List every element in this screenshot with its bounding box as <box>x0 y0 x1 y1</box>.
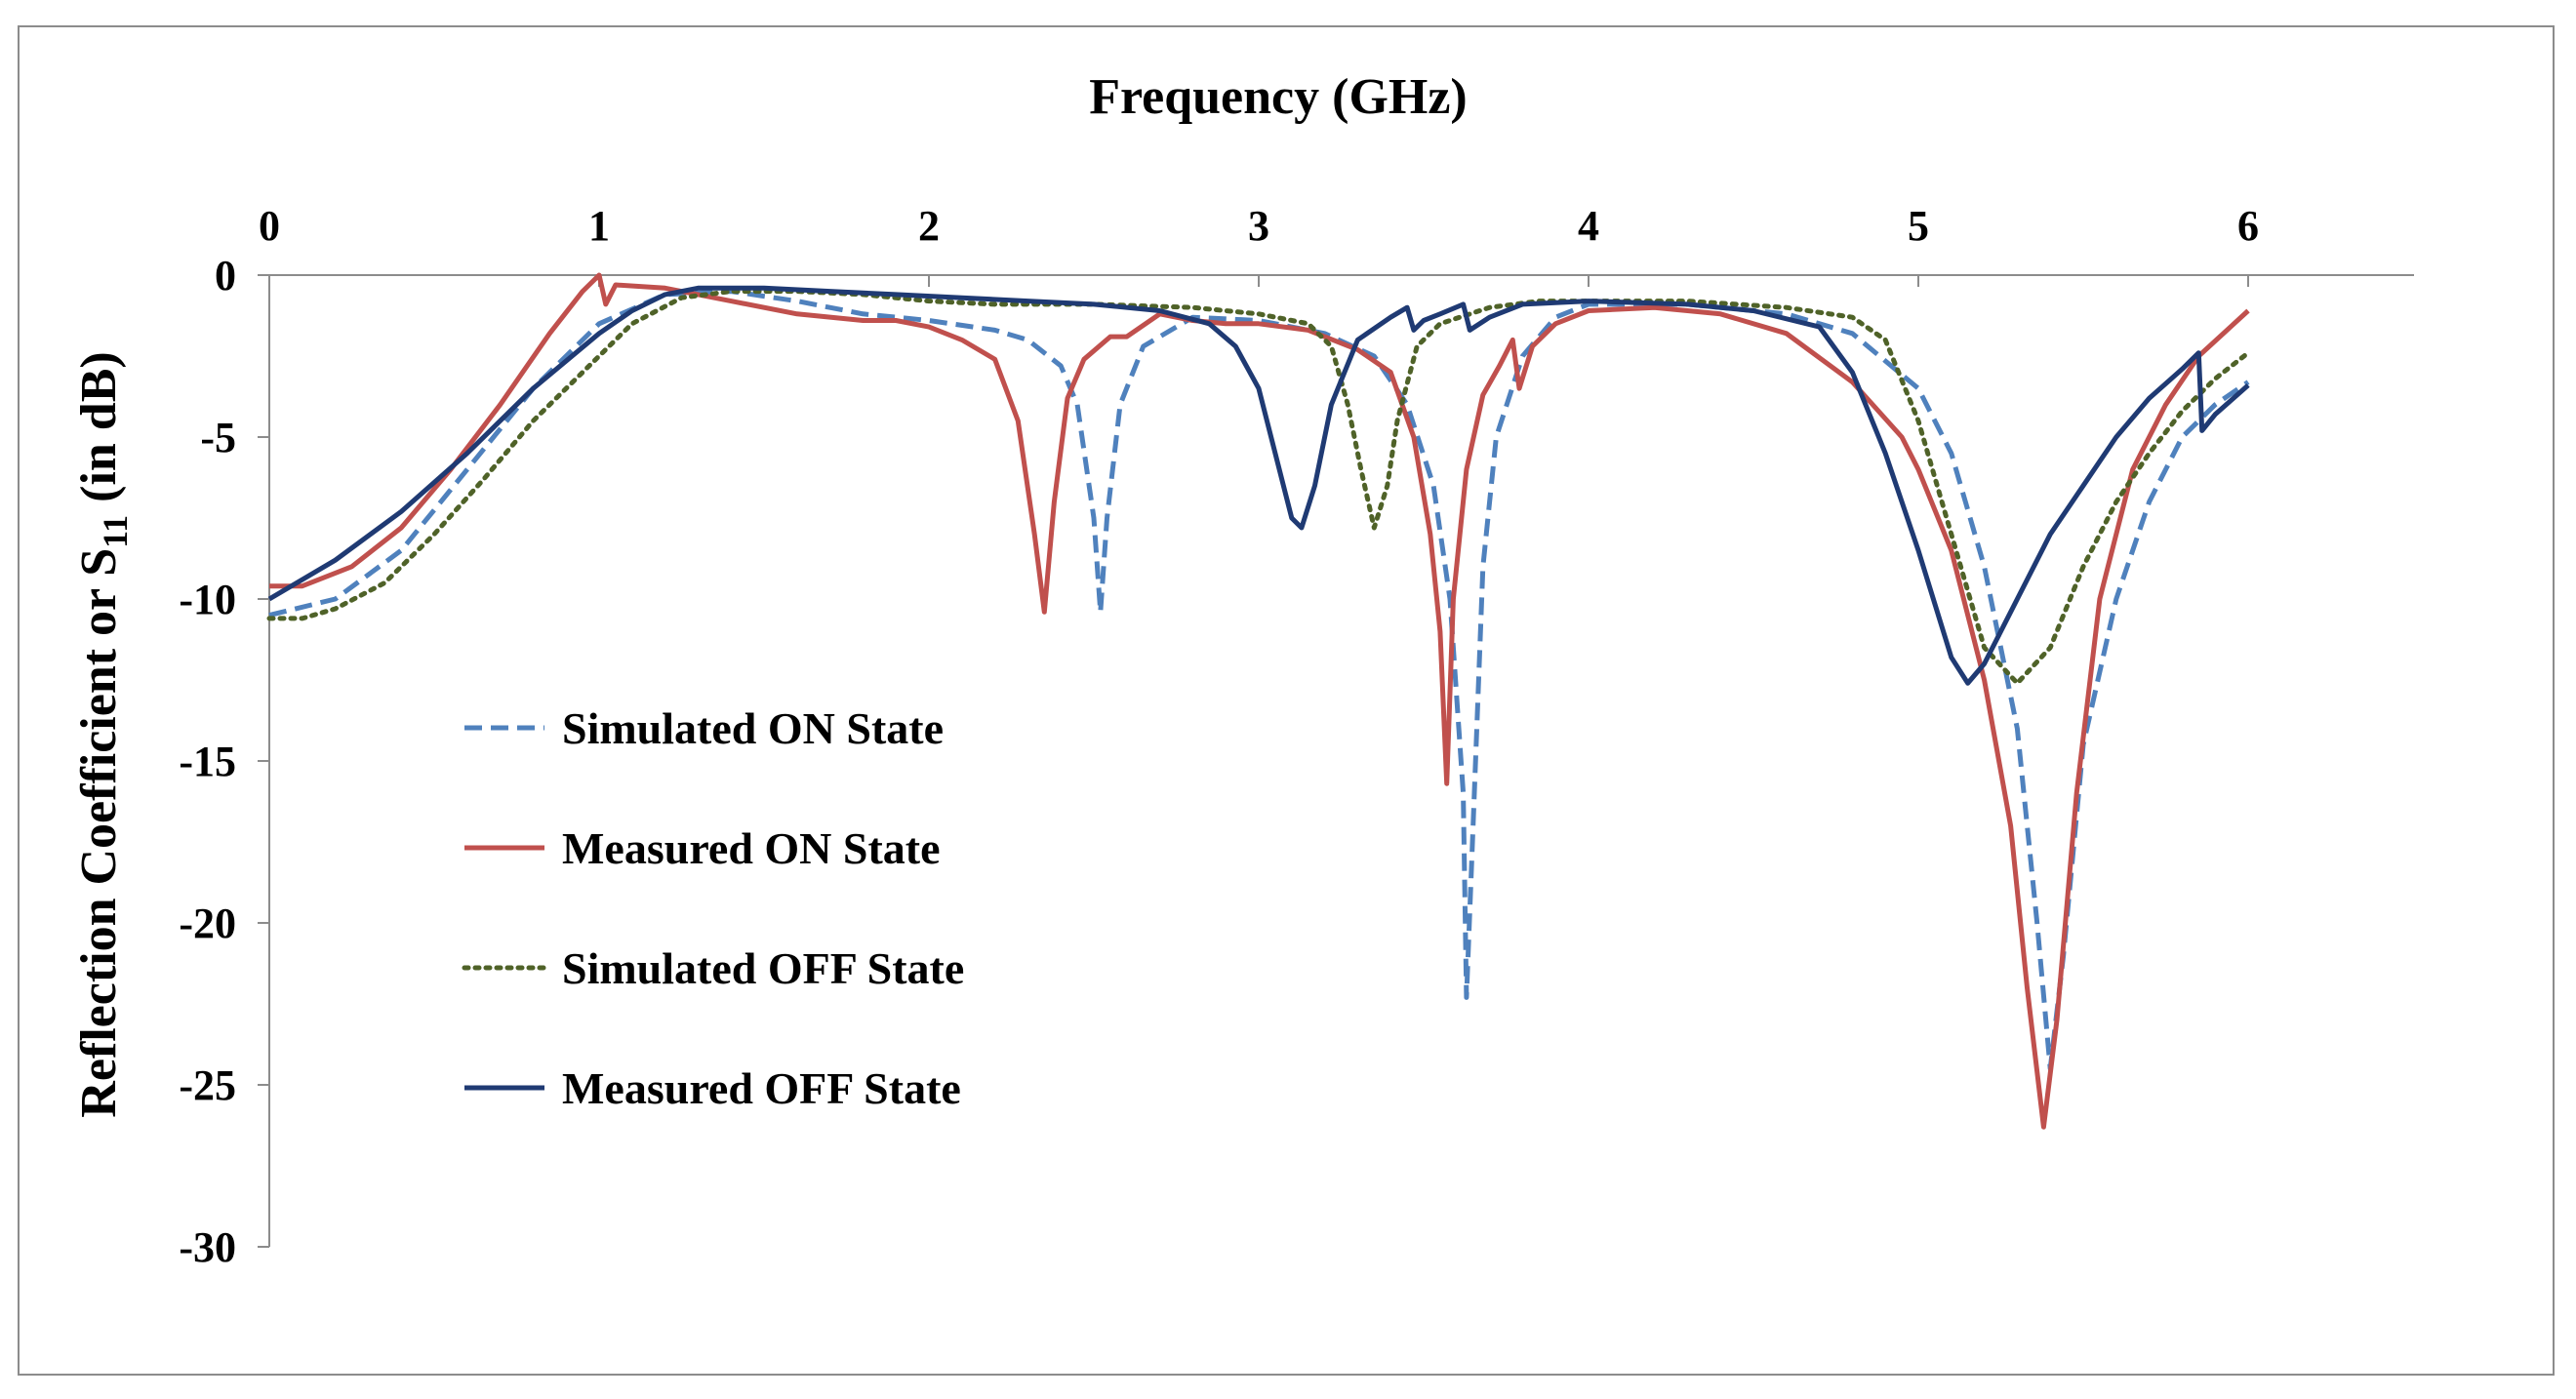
y-tick-label: -30 <box>179 1223 236 1271</box>
legend-label: Measured OFF State <box>562 1063 961 1113</box>
x-tick-label: 5 <box>1908 202 1929 250</box>
series-line-measured-on-state <box>269 272 2250 1130</box>
series-layer <box>266 272 2251 1130</box>
axes: 0 1 2 3 4 5 6 0 -5 -10 -15 -20 -25 -30 <box>179 202 2414 1271</box>
x-tick-label: 0 <box>259 202 280 250</box>
y-axis-title-tail: (in dB) <box>71 351 127 515</box>
x-tick-label: 3 <box>1248 202 1269 250</box>
y-axis-title-main: Reflection Coefficient or S <box>71 548 127 1118</box>
series-line-simulated-off-state <box>266 289 2251 686</box>
y-tick-label: -25 <box>179 1061 236 1109</box>
x-tick-label: 6 <box>2237 202 2259 250</box>
chart-frame: Frequency (GHz) Reflection Coefficient o… <box>18 25 2555 1376</box>
svg-text:Reflection Coefficient or S11: Reflection Coefficient or S11 (in dB) <box>71 351 135 1117</box>
legend-label: Simulated OFF State <box>562 943 964 993</box>
series-line-simulated-on-state <box>268 289 2250 1071</box>
reflection-coefficient-chart: Frequency (GHz) Reflection Coefficient o… <box>71 69 2414 1271</box>
y-tick-label: -10 <box>179 576 236 623</box>
x-axis-title: Frequency (GHz) <box>1089 69 1468 125</box>
y-tick-label: -15 <box>179 738 236 785</box>
legend-label: Simulated ON State <box>562 703 944 753</box>
y-axis-title-subscript: 11 <box>96 515 135 548</box>
y-tick-label: 0 <box>215 252 236 300</box>
x-tick-label: 1 <box>588 202 610 250</box>
legend-label: Measured ON State <box>562 823 941 873</box>
x-tick-label: 4 <box>1578 202 1599 250</box>
series-line-measured-off-state <box>267 285 2250 686</box>
y-tick-label: -20 <box>179 899 236 947</box>
y-tick-label: -5 <box>200 414 236 461</box>
y-axis-title: Reflection Coefficient or S11 (in dB) <box>71 351 135 1117</box>
x-tick-label: 2 <box>918 202 940 250</box>
legend: Simulated ON State Measured ON State Simul… <box>462 703 964 1113</box>
